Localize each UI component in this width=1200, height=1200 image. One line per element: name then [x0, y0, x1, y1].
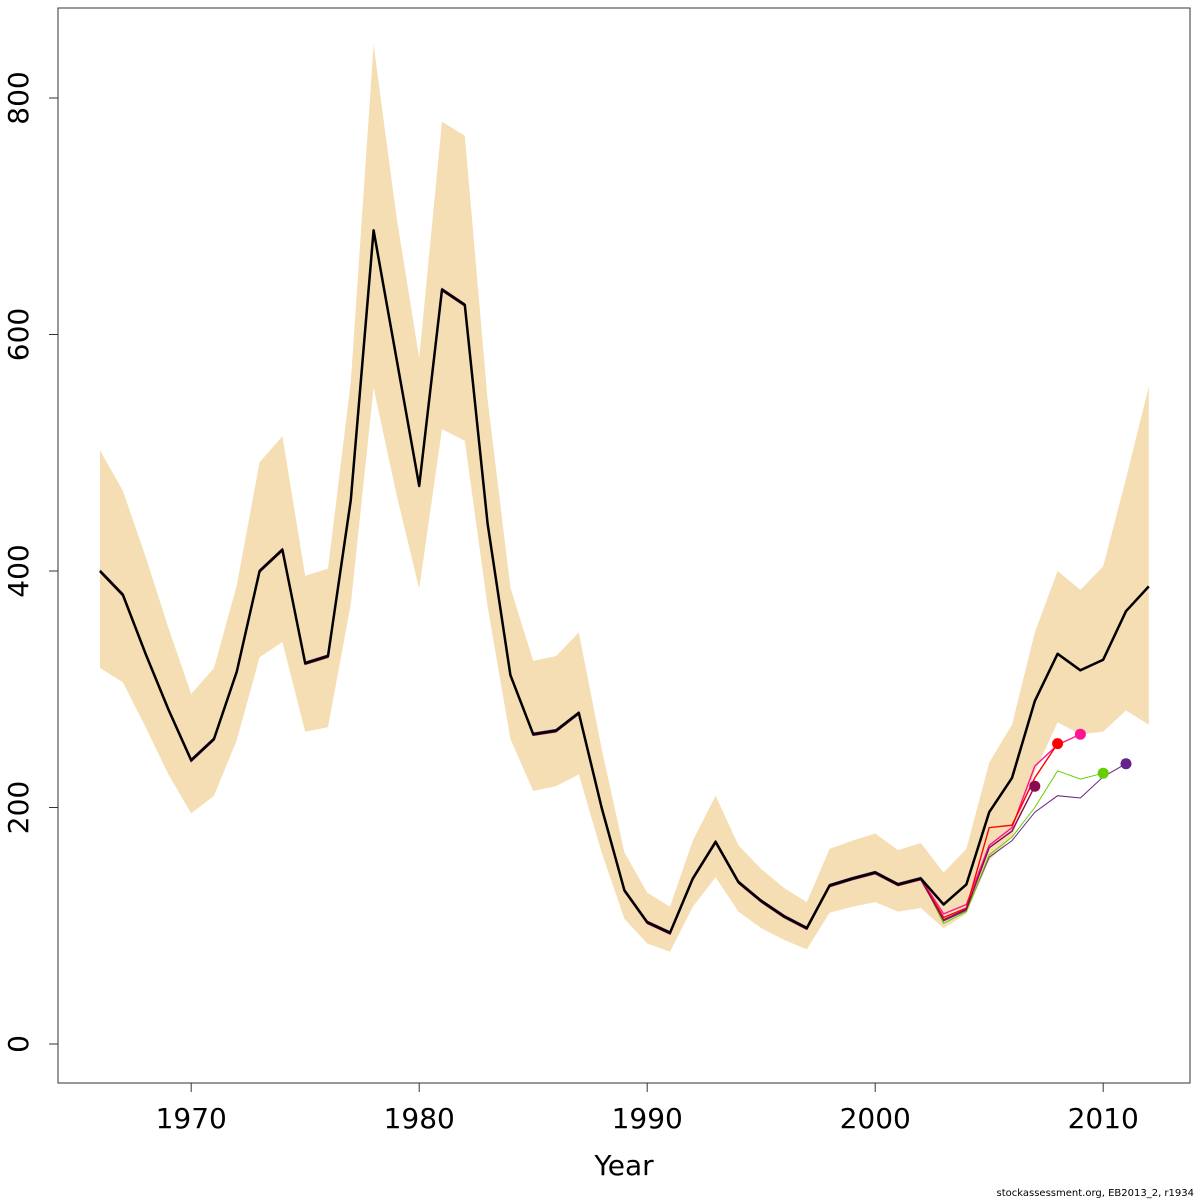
credit-text: stockassessment.org, EB2013_2, r1934 — [997, 1188, 1194, 1199]
retro-endpoint-peel-3 — [1074, 728, 1086, 740]
y-tick-label-800: 800 — [2, 71, 35, 124]
x-axis-title: Year — [593, 1149, 654, 1182]
x-tick-label-1990: 1990 — [612, 1102, 683, 1135]
y-tick-label-200: 200 — [2, 781, 35, 834]
y-tick-label-400: 400 — [2, 544, 35, 597]
x-tick-label-2010: 2010 — [1068, 1102, 1139, 1135]
x-tick-label-1970: 1970 — [156, 1102, 227, 1135]
estimate-line-layer — [99, 229, 1150, 935]
confidence-band-layer — [100, 44, 1149, 952]
x-tick-label-1980: 1980 — [384, 1102, 455, 1135]
y-tick-label-600: 600 — [2, 308, 35, 361]
estimate-line — [99, 229, 1150, 935]
confidence-band — [100, 44, 1149, 952]
plot-frame — [57, 7, 1191, 1084]
retro-endpoint-peel-5 — [1029, 780, 1041, 792]
y-axis: 0 200 400 600 800 — [2, 71, 58, 1053]
retro-endpoint-peel-1 — [1120, 758, 1132, 770]
y-tick-label-0: 0 — [2, 1035, 35, 1053]
x-axis: 1970 1980 1990 2000 2010 — [156, 1083, 1139, 1135]
retro-endpoint-peel-4 — [1052, 738, 1064, 750]
x-tick-label-2000: 2000 — [840, 1102, 911, 1135]
retro-endpoint-peel-2 — [1097, 767, 1109, 779]
